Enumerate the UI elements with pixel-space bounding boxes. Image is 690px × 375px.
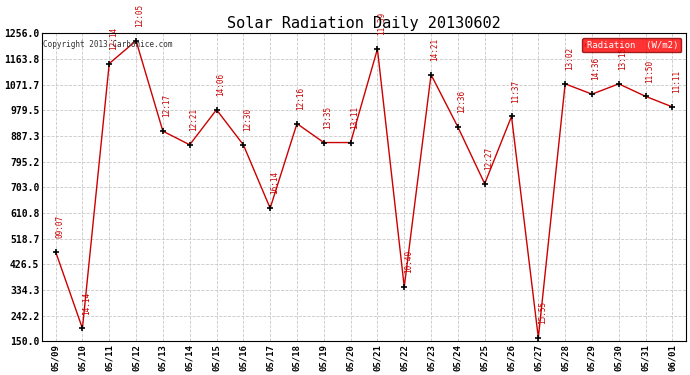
Text: 13:02: 13:02 bbox=[564, 47, 573, 70]
Legend: Radiation  (W/m2): Radiation (W/m2) bbox=[582, 38, 681, 52]
Text: 14:21: 14:21 bbox=[431, 38, 440, 61]
Text: 12:05: 12:05 bbox=[135, 4, 145, 27]
Text: 12:30: 12:30 bbox=[243, 108, 252, 131]
Text: 16:14: 16:14 bbox=[270, 171, 279, 194]
Text: 13:35: 13:35 bbox=[324, 106, 333, 129]
Text: 12:16: 12:16 bbox=[297, 87, 306, 110]
Text: 12:36: 12:36 bbox=[457, 90, 466, 113]
Text: 12:17: 12:17 bbox=[162, 94, 171, 117]
Text: 12:14: 12:14 bbox=[109, 27, 118, 50]
Text: 14:36: 14:36 bbox=[591, 57, 600, 80]
Text: 15:55: 15:55 bbox=[538, 301, 547, 324]
Text: 11:50: 11:50 bbox=[645, 59, 654, 82]
Text: 14:14: 14:14 bbox=[82, 291, 91, 315]
Text: 11:37: 11:37 bbox=[511, 80, 520, 102]
Title: Solar Radiation Daily 20130602: Solar Radiation Daily 20130602 bbox=[227, 16, 501, 31]
Text: 09:07: 09:07 bbox=[55, 214, 64, 238]
Text: 12:21: 12:21 bbox=[189, 108, 198, 131]
Text: Copyright 2013 Carbonice.com: Copyright 2013 Carbonice.com bbox=[43, 40, 173, 49]
Text: 11:11: 11:11 bbox=[672, 70, 681, 93]
Text: 11:39: 11:39 bbox=[377, 12, 386, 35]
Text: 12:27: 12:27 bbox=[484, 147, 493, 170]
Text: 13:15: 13:15 bbox=[618, 47, 627, 70]
Text: 14:06: 14:06 bbox=[216, 73, 225, 96]
Text: 13:11: 13:11 bbox=[350, 106, 359, 129]
Text: 10:40: 10:40 bbox=[404, 250, 413, 273]
